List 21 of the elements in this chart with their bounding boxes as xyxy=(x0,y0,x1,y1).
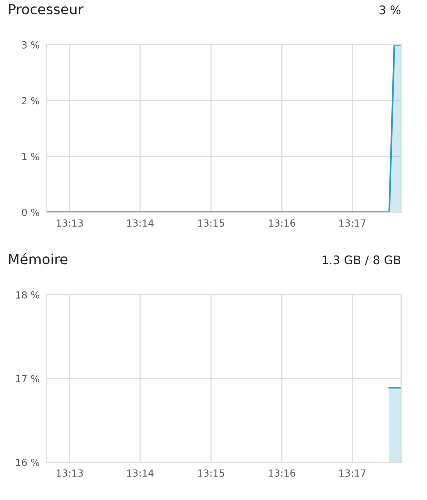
x-tick-label: 13:16 xyxy=(269,470,296,477)
x-tick-label: 13:13 xyxy=(56,470,84,477)
chart-title: Processeur xyxy=(9,4,84,15)
y-tick-label: 2 % xyxy=(22,97,40,105)
x-tick-label: 13:15 xyxy=(198,470,224,477)
y-tick-label: 0 % xyxy=(22,208,40,216)
x-tick-label: 13:13 xyxy=(56,220,84,227)
x-tick-label: 13:14 xyxy=(127,470,154,477)
x-tick-label: 13:15 xyxy=(198,220,224,227)
chart-subtitle: 3 % xyxy=(380,6,401,15)
x-tick-label: 13:17 xyxy=(340,220,366,227)
chart-subtitle: 1.3 GB / 8 GB xyxy=(322,256,401,266)
x-tick-label: 13:17 xyxy=(340,470,366,477)
y-tick-label: 17 % xyxy=(16,375,40,383)
x-tick-label: 13:16 xyxy=(269,220,296,227)
x-tick-label: 13:14 xyxy=(127,220,154,227)
y-tick-label: 3 % xyxy=(22,41,40,49)
y-tick-label: 1 % xyxy=(22,153,40,160)
chart-title: Mémoire xyxy=(9,253,68,265)
y-tick-label: 16 % xyxy=(16,458,40,466)
y-tick-label: 18 % xyxy=(16,291,40,299)
